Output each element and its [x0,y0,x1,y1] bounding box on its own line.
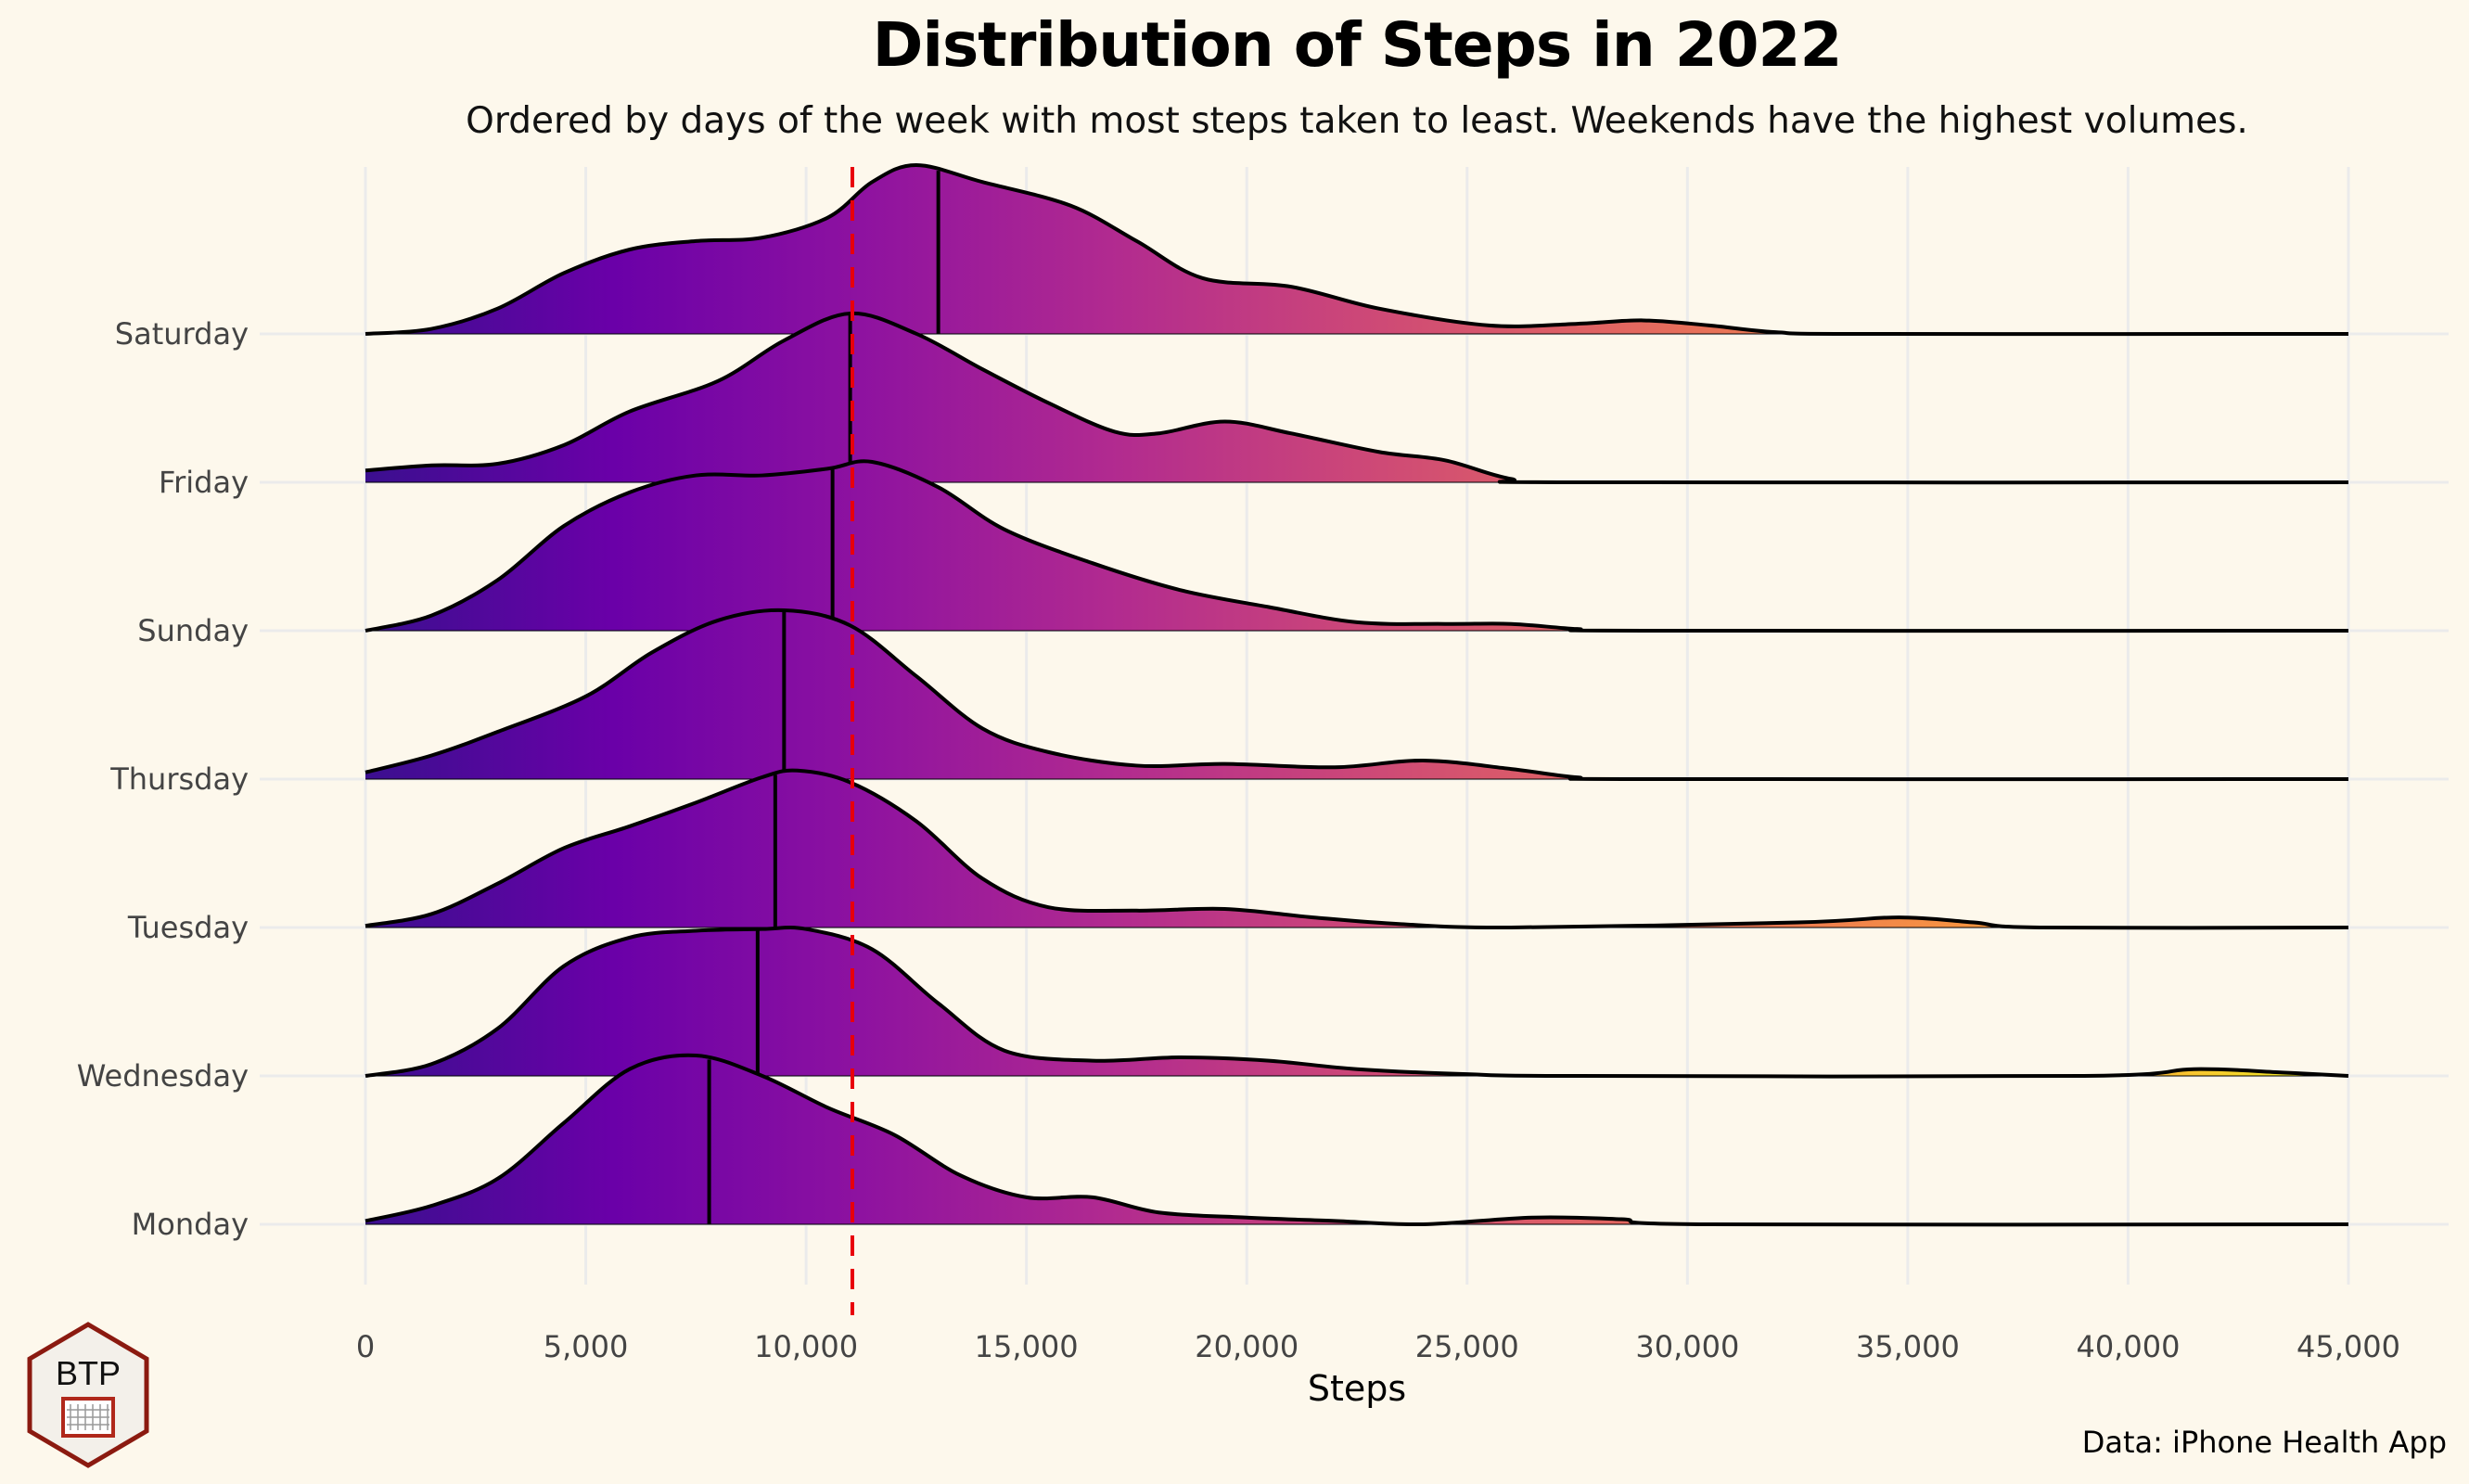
ridge-sunday [365,459,2349,633]
ridge-saturday [365,163,2349,337]
density-outline [365,311,2349,485]
y-tick-label: Thursday [109,761,249,797]
density-outline [365,768,2349,930]
density-outline [365,459,2349,633]
x-tick-label: 30,000 [1635,1329,1739,1364]
ridge-friday [365,311,2349,485]
y-tick-label: Saturday [115,316,249,352]
y-tick-label: Tuesday [127,910,249,945]
density-area [365,313,2348,483]
density-area [365,1055,2348,1225]
density-area [365,461,2348,632]
x-tick-label: 5,000 [544,1329,629,1364]
x-tick-label: 0 [356,1329,375,1364]
logo-text: BTP [55,1354,121,1392]
x-tick-label: 35,000 [1856,1329,1960,1364]
x-tick-label: 25,000 [1415,1329,1519,1364]
y-tick-label: Sunday [137,613,249,648]
density-area [365,609,2348,780]
ridge-tuesday [365,768,2349,930]
ridge-monday [365,1053,2349,1227]
y-tick-label: Wednesday [77,1058,249,1094]
hexagon-badge-icon [27,1322,149,1468]
x-tick-label: 40,000 [2076,1329,2180,1364]
x-tick-label: 15,000 [975,1329,1079,1364]
y-tick-label: Friday [159,465,249,500]
density-area [365,927,2348,1077]
density-area [365,770,2348,928]
chart-subtitle: Ordered by days of the week with most st… [466,100,2248,142]
data-source-caption: Data: iPhone Health App [2081,1425,2447,1460]
hockey-net-icon [61,1397,115,1438]
density-outline [365,163,2349,337]
x-tick-label: 20,000 [1195,1329,1298,1364]
chart-title: Distribution of Steps in 2022 [872,9,1843,81]
x-tick-label: 45,000 [2296,1329,2400,1364]
density-outline [365,1053,2349,1227]
x-axis-title: Steps [1308,1368,1406,1409]
ridge-thursday [365,608,2349,782]
ridge-wednesday [365,925,2349,1079]
x-tick-label: 10,000 [754,1329,858,1364]
density-area [365,165,2348,335]
btp-logo: BTP [24,1321,152,1469]
y-tick-label: Monday [132,1207,249,1242]
